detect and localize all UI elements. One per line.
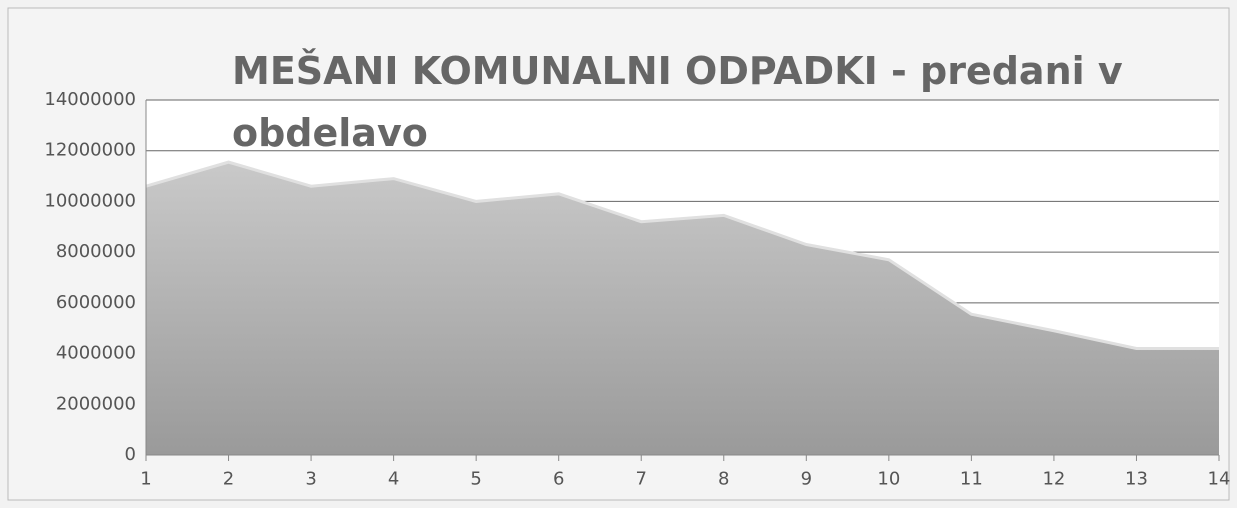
x-tick-label: 6 [553, 469, 564, 490]
x-tick-label: 4 [388, 469, 399, 490]
y-tick-label: 6000000 [56, 292, 136, 313]
y-tick-label: 8000000 [56, 241, 136, 262]
x-tick-label: 3 [305, 469, 316, 490]
y-tick-label: 14000000 [44, 89, 136, 110]
x-tick-label: 9 [801, 469, 812, 490]
x-tick-label: 1 [140, 469, 151, 490]
x-tick-label: 13 [1125, 469, 1148, 490]
x-tick-label: 5 [470, 469, 481, 490]
y-tick-label: 12000000 [44, 140, 136, 161]
area-edge [145, 160, 1219, 350]
y-tick-label: 2000000 [56, 393, 136, 414]
y-tick-label: 0 [125, 444, 136, 465]
x-tick-label: 14 [1208, 469, 1231, 490]
x-tick-label: 2 [223, 469, 234, 490]
x-tick-label: 8 [718, 469, 729, 490]
y-tick-label: 10000000 [44, 190, 136, 211]
area-fill [146, 162, 1219, 455]
x-tick-label: 12 [1042, 469, 1065, 490]
x-tick-label: 7 [636, 469, 647, 490]
chart-title: MEŠANI KOMUNALNI ODPADKI - predani v obd… [232, 49, 1123, 155]
x-tick-label: 11 [960, 469, 983, 490]
y-tick-label: 4000000 [56, 343, 136, 364]
x-tick-label: 10 [877, 469, 900, 490]
